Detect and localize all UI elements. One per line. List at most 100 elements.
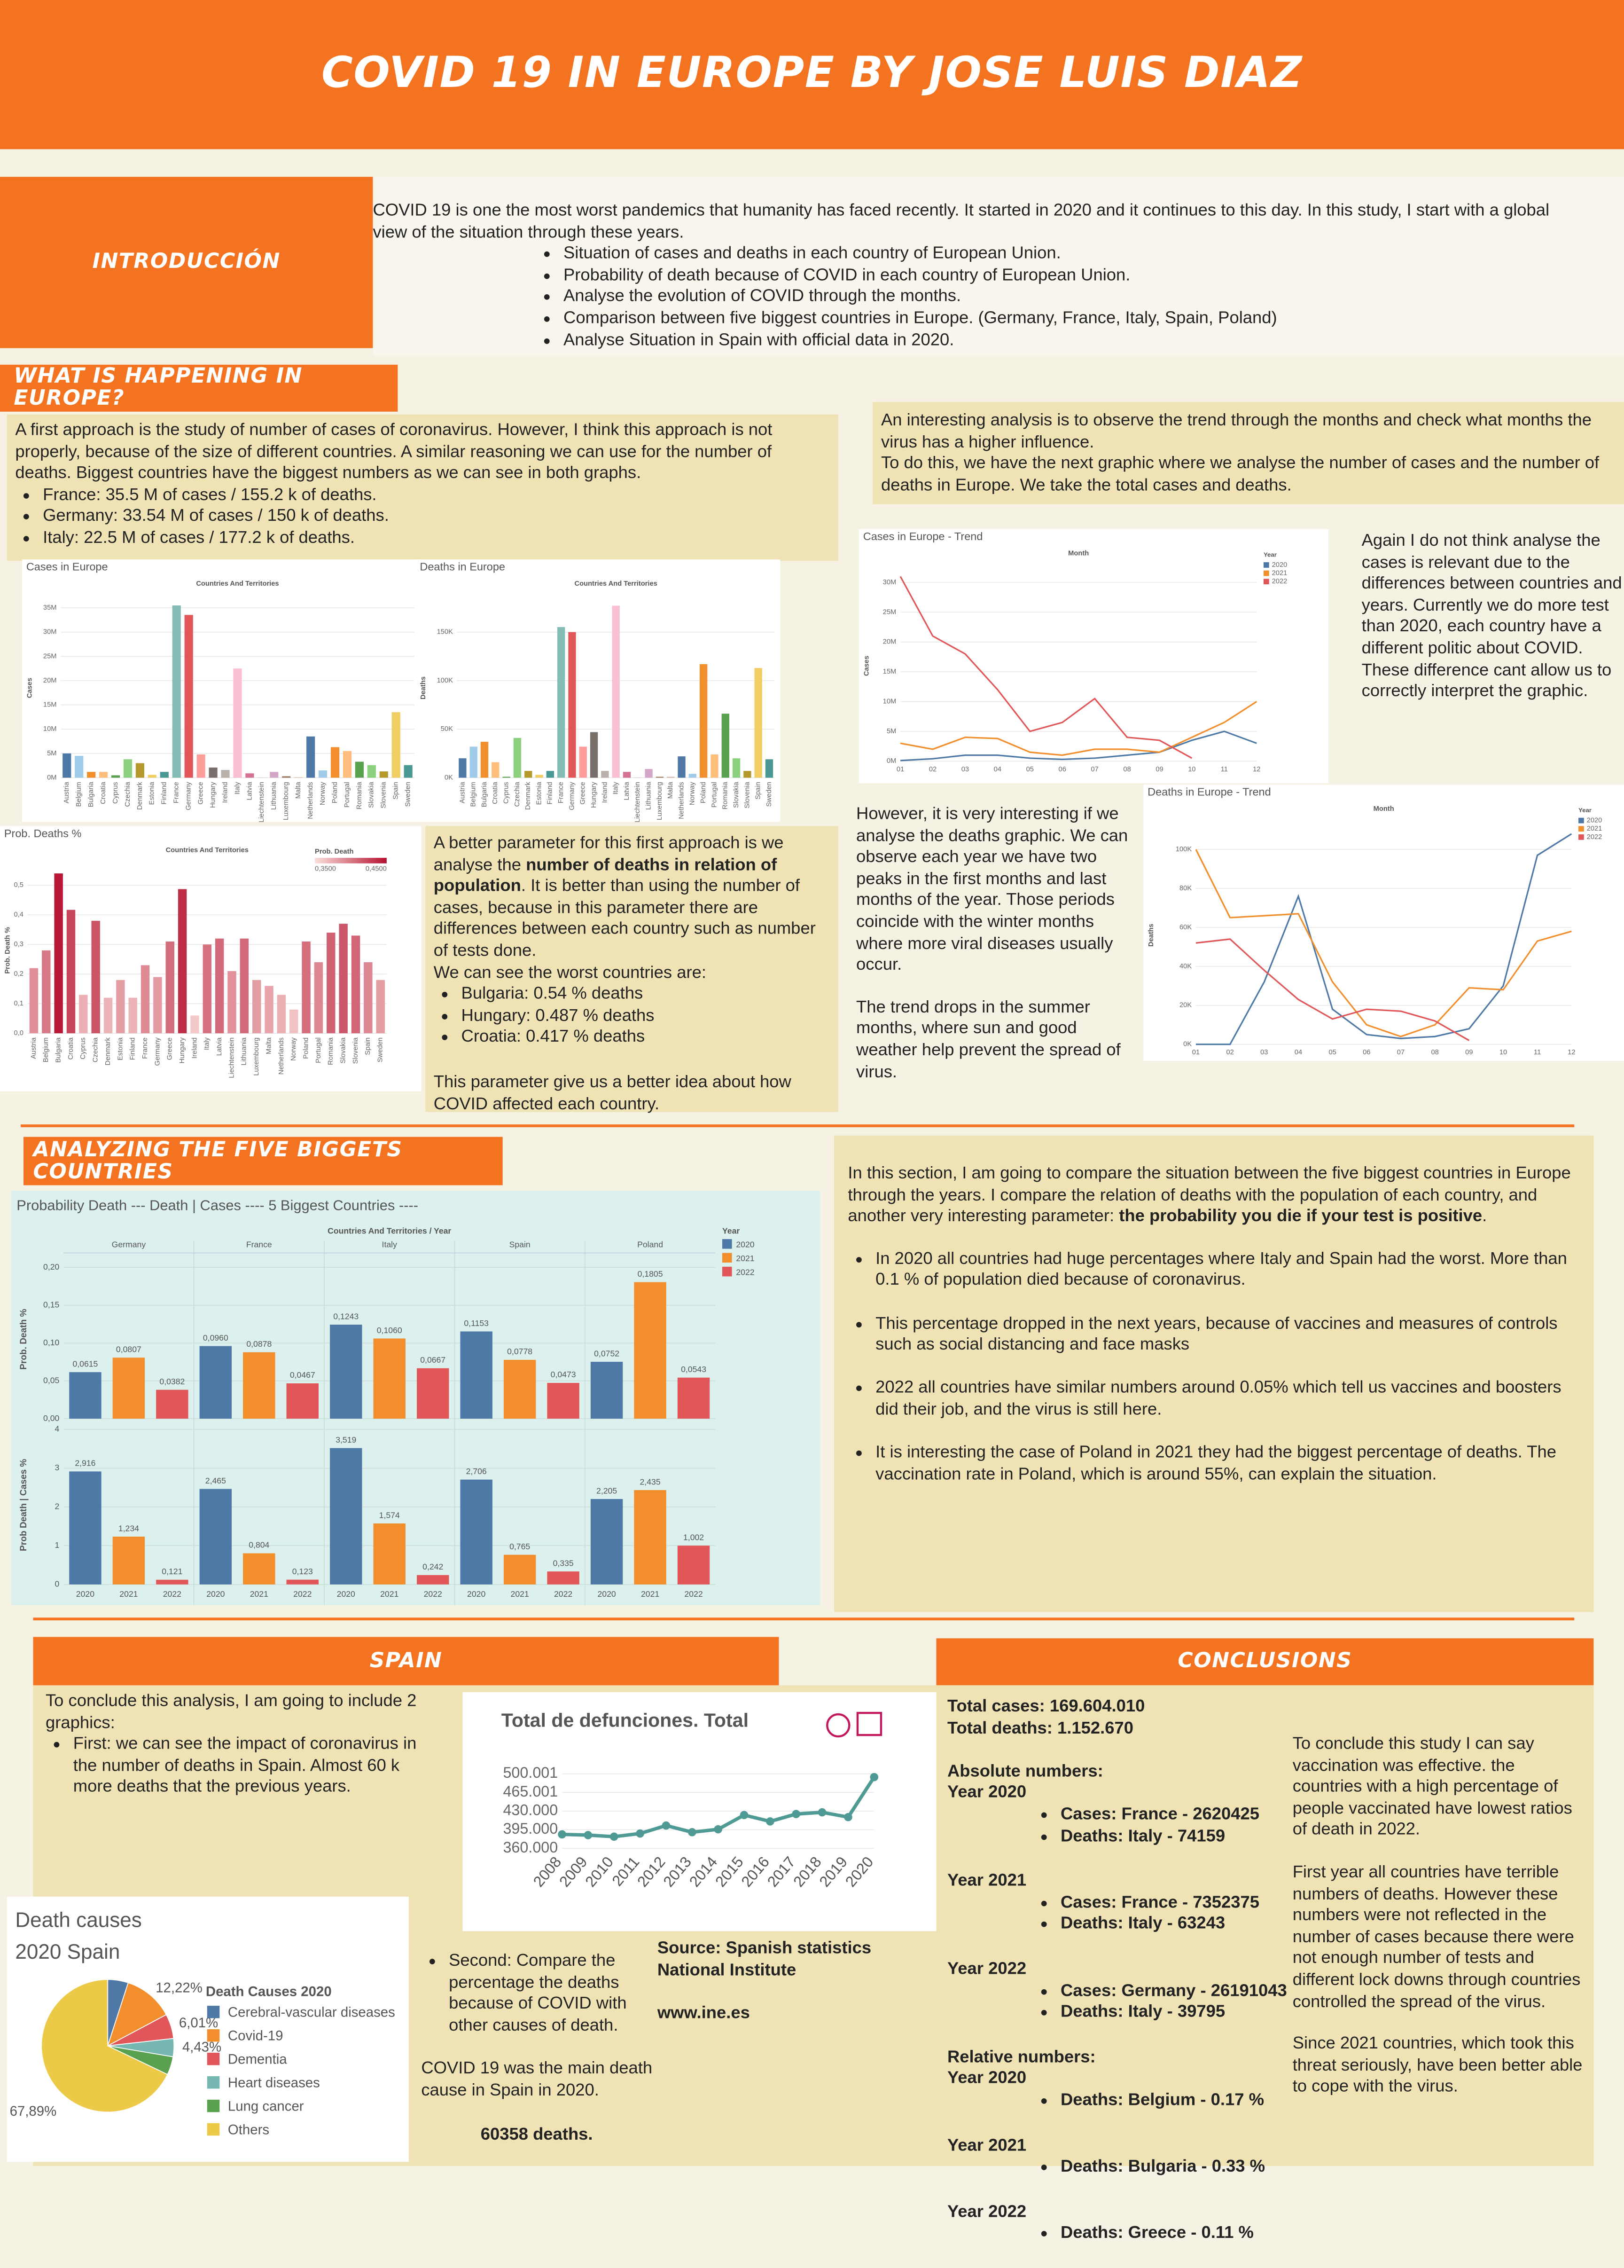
bar (67, 910, 75, 1034)
x-tick-label: Finland (129, 1037, 137, 1060)
bullet: 2022 all countries have similar numbers … (875, 1378, 1580, 1421)
point (636, 1829, 644, 1838)
y-tick-label: 0,15 (43, 1300, 60, 1309)
y-tick-label: 465.001 (503, 1783, 558, 1800)
x-tick-label: Austria (459, 782, 466, 804)
bar (634, 1282, 666, 1419)
bar (30, 968, 38, 1034)
bullet-list: First: we can see the impact of coronavi… (46, 1734, 439, 1798)
y-tick-label: 15M (43, 701, 57, 709)
bullet-list: Cases: France - 2620425Deaths: Italy - 7… (947, 1804, 1293, 1847)
value-label: 67,89% (10, 2103, 57, 2119)
x-tick-label: Poland (700, 782, 707, 803)
bar (99, 772, 108, 777)
x-tick-label: Slovakia (733, 782, 740, 808)
bar (113, 1358, 145, 1419)
y-axis-label: Cases (26, 678, 34, 698)
bar (351, 935, 360, 1033)
y-tick-label: 10M (883, 698, 897, 705)
bar (302, 942, 310, 1033)
point (714, 1825, 722, 1834)
x-tick-label: Latvia (246, 782, 253, 800)
x-tick-label: Hungary (179, 1037, 186, 1063)
legend-swatch (722, 1267, 732, 1277)
bullet-list: Deaths: Belgium - 0.17 % (947, 2090, 1293, 2111)
x-tick-label: 12 (1253, 766, 1260, 773)
value-label: 1,002 (683, 1532, 704, 1542)
year: Year 2020 (947, 2068, 1293, 2090)
paragraph: To conclude this study I can say vaccina… (1293, 1734, 1583, 1841)
bullet: Probability of death because of COVID in… (563, 265, 1588, 287)
y-axis-label: Prob Death | Cases % (19, 1459, 29, 1551)
x-tick-label: France (173, 782, 180, 803)
divider (21, 1124, 1574, 1127)
x-tick-label: 2020 (597, 1589, 616, 1599)
y-tick-label: 5M (887, 728, 896, 735)
x-tick-label: 2021 (380, 1589, 398, 1599)
x-tick-label: Ireland (221, 782, 229, 803)
x-tick-label: Denmark (136, 782, 144, 810)
year: Year 2021 (947, 1871, 1293, 1892)
x-tick-label: 2022 (684, 1589, 703, 1599)
bullet-list: France: 35.5 M of cases / 155.2 k of dea… (15, 485, 830, 549)
bullet: Croatia: 0.417 % deaths (461, 1027, 830, 1049)
value-label: 0,0752 (594, 1349, 619, 1358)
bar (287, 1580, 319, 1585)
value-label: 0,0467 (290, 1370, 315, 1380)
x-tick-label: 2015 (712, 1853, 747, 1890)
x-tick-label: Croatia (100, 782, 107, 804)
bullet: Bulgaria: 0.54 % deaths (461, 984, 830, 1005)
bullet-list: Second: Compare the percentage the death… (421, 1951, 658, 2037)
value-label: 3,519 (336, 1435, 356, 1444)
bar (111, 775, 120, 777)
y-tick-label: 50K (441, 725, 453, 733)
x-tick-label: 04 (994, 766, 1001, 773)
heading-text: CONCLUSIONS (1178, 1651, 1352, 1672)
x-tick-label: Spain (392, 782, 400, 800)
point (818, 1808, 827, 1817)
x-tick-label: Germany (568, 782, 576, 810)
bar (277, 995, 286, 1033)
x-tick-label: 2017 (764, 1853, 799, 1890)
bar (547, 1571, 579, 1585)
bar (460, 1332, 492, 1419)
bullet: It is interesting the case of Poland in … (875, 1442, 1580, 1485)
x-tick-label: Belgium (42, 1037, 50, 1062)
intro-heading: INTRODUCCIÓN (0, 177, 373, 348)
bar (190, 1015, 199, 1033)
bar (153, 977, 162, 1034)
legend-title: Prob. Death (315, 848, 353, 855)
total-cases: Total cases: 169.604.010 (947, 1696, 1293, 1718)
bar (156, 1580, 188, 1585)
bar (166, 942, 174, 1033)
legend-swatch (207, 2076, 219, 2088)
deaths-trend-text: However, it is very interesting if we an… (856, 804, 1138, 1104)
x-tick-label: 2020 (842, 1853, 877, 1890)
bullet: Analyse Situation in Spain with official… (563, 330, 1588, 351)
y-tick-label: 20M (883, 638, 897, 646)
x-tick-label: Belgium (470, 782, 477, 807)
x-tick-label: Liechtenstein (634, 782, 641, 822)
y-tick-label: 0,0 (14, 1029, 23, 1037)
legend-min: 0,3500 (315, 865, 336, 872)
point (688, 1828, 696, 1836)
value-label: 0,1153 (464, 1318, 489, 1328)
bar (645, 769, 652, 778)
paragraph: A better parameter for this first approa… (434, 833, 830, 962)
bar (200, 1346, 232, 1419)
y-axis-label: Prob. Death % (4, 927, 12, 974)
value-label: 0,0878 (246, 1339, 272, 1349)
x-tick-label: 2022 (554, 1589, 572, 1599)
trend-text: An interesting analysis is to observe th… (873, 402, 1624, 504)
y-axis-label: Deaths (1148, 924, 1155, 947)
x-tick-label: Greece (166, 1037, 174, 1060)
legend-swatch (1264, 579, 1269, 584)
y-tick-label: 430.000 (503, 1801, 558, 1818)
bar (104, 998, 112, 1034)
legend-swatch (207, 2123, 219, 2135)
x-tick-label: 2020 (467, 1589, 485, 1599)
cases-trend-chart: Cases in Europe - TrendCases0M5M10M15M20… (859, 529, 1328, 784)
bullet: Cases: Germany - 26191043 (1061, 1980, 1293, 2002)
x-tick-label: 2022 (293, 1589, 312, 1599)
